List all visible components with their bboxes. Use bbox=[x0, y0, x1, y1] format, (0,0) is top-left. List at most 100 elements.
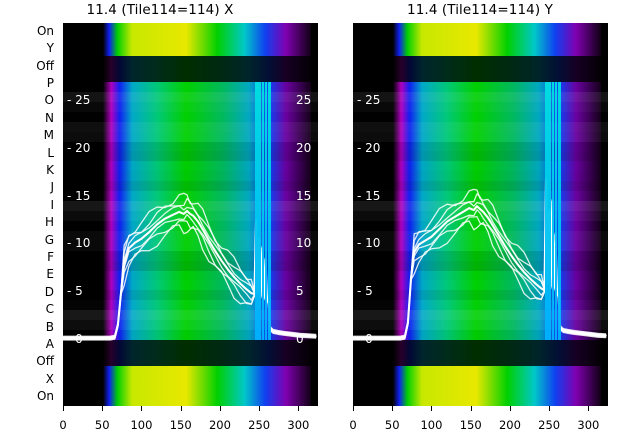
y-tick-label: - 20 bbox=[357, 140, 381, 155]
x-tick-mark bbox=[431, 406, 433, 411]
outer-axis-label: J bbox=[50, 180, 54, 195]
outer-axis-label: P bbox=[46, 75, 54, 90]
outer-axis-label: I bbox=[50, 197, 54, 212]
spectral-stripe bbox=[554, 82, 558, 340]
panel-x: 11.4 (Tile114=114) X - 25 - 20 - 15 - 10 - 5… bbox=[0, 2, 320, 440]
heatmap-row bbox=[63, 151, 318, 162]
outer-axis-label: M bbox=[43, 128, 54, 143]
heatmap-row bbox=[353, 250, 608, 261]
response-trace bbox=[353, 179, 607, 340]
x-tick-label: 250 bbox=[538, 418, 561, 432]
heatmap-row bbox=[63, 230, 318, 241]
y-tick-label: - 0 bbox=[357, 332, 373, 346]
trace-overlay-y bbox=[353, 23, 608, 406]
response-trace bbox=[353, 180, 607, 341]
x-axis-left: 0 50 100 150 200 250 300 bbox=[0, 406, 320, 440]
heatmap-row bbox=[353, 201, 608, 211]
x-tick-label: 300 bbox=[287, 418, 310, 432]
outer-axis-label: Y bbox=[46, 41, 54, 56]
heatmap-row bbox=[63, 260, 318, 271]
spectral-stripe bbox=[258, 82, 262, 340]
y-tick-label: - 15 bbox=[67, 188, 91, 203]
heatmap-row bbox=[353, 260, 608, 271]
heatmap-row bbox=[63, 211, 318, 221]
panel-y: 11.4 (Tile114=114) Y - 25 - 20 - 15 - 10 - 5… bbox=[320, 0, 640, 440]
heatmap-row bbox=[353, 310, 608, 321]
y-tick-label: 0 bbox=[296, 332, 304, 346]
outer-axis-label: D bbox=[44, 284, 54, 299]
x-tick-label: 150 bbox=[169, 418, 192, 432]
y-tick-label: - 20 bbox=[67, 140, 91, 155]
response-trace bbox=[353, 178, 607, 339]
response-trace bbox=[63, 221, 317, 341]
heatmap-row bbox=[353, 320, 608, 331]
outer-axis-label: O bbox=[44, 93, 54, 108]
outer-axis-label: Off bbox=[36, 58, 54, 73]
spectral-stripe bbox=[261, 82, 265, 340]
outer-axis-label: F bbox=[47, 250, 54, 265]
response-trace bbox=[63, 198, 317, 338]
spectrum-strip-main bbox=[353, 82, 608, 340]
y-tick-label: - 25 bbox=[357, 93, 381, 108]
spectral-stripe bbox=[255, 82, 259, 340]
y-tick-label: 10 bbox=[296, 236, 312, 251]
spectrum-strip-top bbox=[63, 23, 318, 56]
outer-letter-axis-left: On Y Off P O N M L K J I H G F E D C B A Off X On bbox=[0, 23, 60, 406]
x-tick-label: 50 bbox=[94, 418, 110, 432]
heatmap-row bbox=[63, 320, 318, 331]
y-tick-label: - 10 bbox=[357, 236, 381, 251]
outer-axis-label: On bbox=[36, 389, 54, 404]
response-trace bbox=[63, 192, 317, 337]
x-tick-mark bbox=[509, 406, 511, 411]
heatmap-row bbox=[63, 250, 318, 261]
spectrum-strip-bottom bbox=[353, 366, 608, 406]
trace-overlay-x bbox=[63, 23, 318, 406]
x-tick-label: 0 bbox=[349, 418, 357, 432]
x-tick-mark bbox=[549, 406, 551, 411]
spectral-stripe bbox=[264, 82, 268, 340]
y-tick-label: - 10 bbox=[67, 236, 91, 251]
y-tick-label: 20 bbox=[296, 140, 312, 155]
x-tick-label: 200 bbox=[498, 418, 521, 432]
x-tick-label: 150 bbox=[459, 418, 482, 432]
response-trace bbox=[353, 176, 607, 337]
panel-y-title: 11.4 (Tile114=114) Y bbox=[407, 2, 553, 18]
x-tick-mark bbox=[219, 406, 221, 411]
heatmap-row bbox=[353, 141, 608, 152]
x-tick-label: 300 bbox=[577, 418, 600, 432]
spectral-stripe bbox=[548, 82, 552, 340]
heatmap-row bbox=[353, 211, 608, 221]
y-tick-label: - 5 bbox=[357, 284, 373, 299]
x-tick-mark bbox=[392, 406, 394, 411]
outer-axis-label: G bbox=[44, 232, 54, 247]
y-tick-label: 25 bbox=[296, 93, 312, 108]
heatmap-row bbox=[63, 141, 318, 152]
heatmap-row bbox=[353, 181, 608, 192]
x-tick-mark bbox=[470, 406, 472, 411]
heatmap-row bbox=[353, 131, 608, 142]
x-tick-mark bbox=[353, 406, 354, 411]
panel-x-plot-area bbox=[63, 23, 318, 406]
outer-axis-label: H bbox=[44, 215, 54, 230]
y-tick-label: - 0 bbox=[67, 332, 83, 346]
spectral-stripe bbox=[551, 82, 555, 340]
outer-axis-label: X bbox=[45, 371, 54, 386]
x-tick-mark bbox=[63, 406, 64, 411]
heatmap-row bbox=[63, 201, 318, 211]
outer-axis-label: K bbox=[46, 162, 54, 177]
heatmap-row bbox=[63, 290, 318, 301]
y-tick-label: - 5 bbox=[67, 284, 83, 299]
panel-y-plot-area bbox=[353, 23, 608, 406]
x-tick-label: 50 bbox=[384, 418, 400, 432]
heatmap-row bbox=[353, 230, 608, 241]
x-tick-label: 100 bbox=[420, 418, 443, 432]
spectral-stripe bbox=[545, 82, 549, 340]
x-tick-label: 0 bbox=[59, 418, 67, 432]
heatmap-row bbox=[353, 151, 608, 162]
x-tick-label: 200 bbox=[208, 418, 231, 432]
outer-axis-label: B bbox=[45, 319, 54, 334]
x-tick-mark bbox=[102, 406, 104, 411]
spectrum-strip-gap-upper bbox=[63, 56, 318, 82]
heatmap-row bbox=[353, 290, 608, 301]
